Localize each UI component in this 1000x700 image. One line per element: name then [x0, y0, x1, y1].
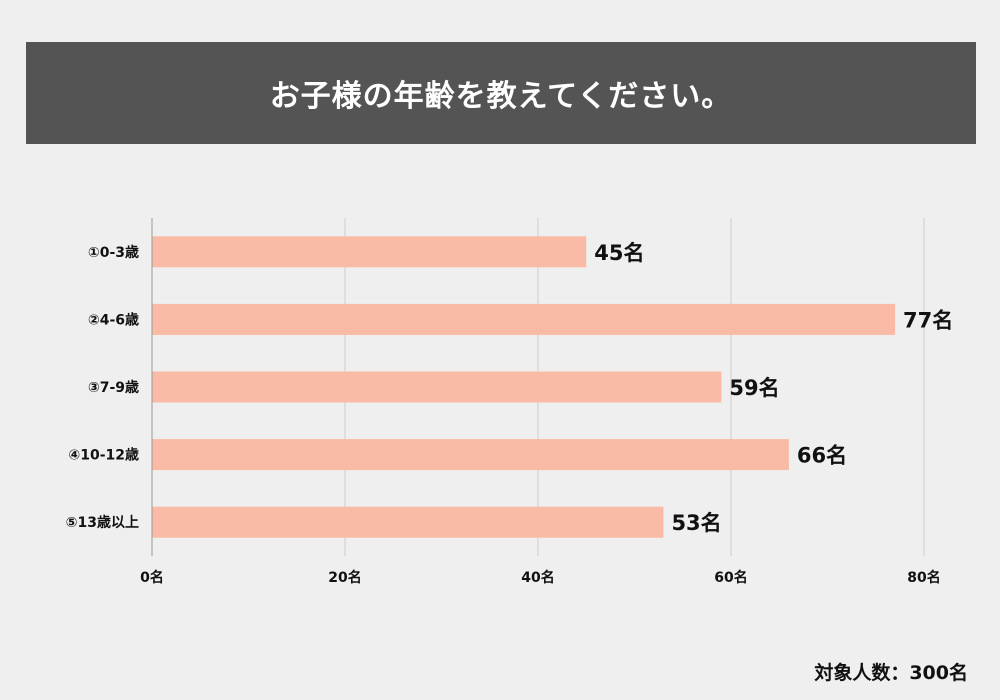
- data-label-2: 77名: [903, 308, 953, 332]
- bar-5: [152, 506, 664, 538]
- x-tick-label-40: 40名: [521, 569, 554, 586]
- data-label-5: 53名: [671, 511, 721, 535]
- x-tick-label-80: 80名: [907, 569, 940, 586]
- x-tick-label-60: 60名: [714, 569, 747, 586]
- chart-title-banner: お子様の年齢を教えてください。: [26, 42, 976, 144]
- category-label-5: ⑤13歳以上: [66, 514, 139, 531]
- bar-1: [152, 236, 587, 268]
- category-label-2: ②4-6歳: [88, 311, 139, 328]
- data-label-3: 59名: [729, 376, 779, 400]
- bar-3: [152, 371, 722, 403]
- data-label-4: 66名: [797, 444, 847, 468]
- chart-title: お子様の年齢を教えてください。: [269, 79, 733, 114]
- bar-2: [152, 303, 896, 335]
- bar-4: [152, 439, 789, 471]
- category-label-4: ④10-12歳: [68, 447, 139, 464]
- x-tick-label-0: 0名: [140, 569, 164, 586]
- category-label-3: ③7-9歳: [88, 379, 139, 396]
- x-tick-label-20: 20名: [328, 569, 361, 586]
- category-label-1: ①0-3歳: [88, 244, 139, 261]
- data-label-1: 45名: [594, 241, 644, 265]
- respondent-count: 対象人数：300名: [814, 662, 968, 684]
